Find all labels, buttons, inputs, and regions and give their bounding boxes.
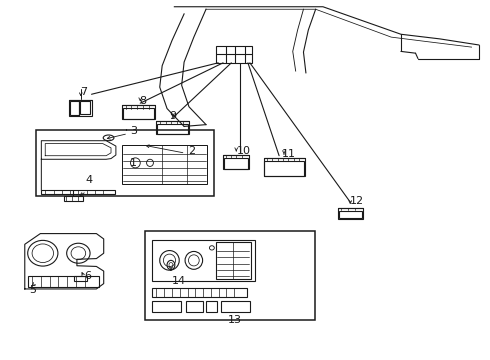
Bar	[156, 121, 190, 134]
Bar	[186, 301, 202, 312]
Bar	[157, 123, 189, 134]
Text: 1: 1	[129, 158, 136, 168]
Text: 8: 8	[139, 96, 146, 107]
Bar	[69, 100, 92, 116]
Text: 4: 4	[86, 175, 93, 185]
Text: 7: 7	[80, 87, 87, 98]
Text: 12: 12	[350, 197, 364, 206]
Text: 2: 2	[188, 146, 195, 156]
Bar	[41, 190, 116, 194]
Bar	[145, 231, 315, 320]
Bar	[216, 242, 251, 279]
Bar	[216, 46, 252, 63]
Bar	[123, 108, 154, 118]
Bar	[220, 301, 250, 312]
Text: 3: 3	[130, 126, 137, 136]
Bar	[28, 276, 99, 287]
Bar	[80, 102, 90, 114]
Text: 5: 5	[29, 285, 37, 295]
Bar	[265, 161, 304, 176]
Bar	[36, 130, 214, 196]
Text: 9: 9	[170, 111, 176, 121]
Bar	[206, 301, 217, 312]
Bar	[264, 158, 305, 176]
Bar	[152, 288, 247, 297]
Bar	[152, 240, 255, 281]
Text: 11: 11	[282, 149, 296, 159]
Bar	[338, 208, 363, 219]
Bar	[122, 145, 207, 184]
Bar	[64, 196, 83, 202]
Bar	[122, 105, 155, 119]
Bar	[223, 158, 248, 168]
Text: 10: 10	[237, 146, 251, 156]
Text: 6: 6	[85, 271, 92, 281]
Text: 14: 14	[172, 276, 186, 286]
Bar	[70, 101, 79, 115]
Text: 13: 13	[228, 315, 242, 325]
Bar	[74, 276, 87, 281]
Bar	[339, 211, 362, 218]
Bar	[152, 301, 181, 312]
Bar	[222, 155, 249, 169]
